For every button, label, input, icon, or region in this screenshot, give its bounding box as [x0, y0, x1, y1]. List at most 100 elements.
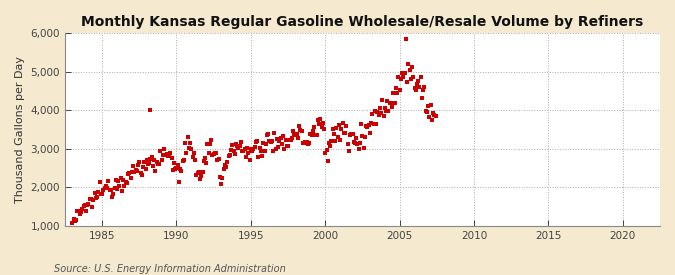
Point	[252, 139, 263, 144]
Point	[78, 204, 89, 208]
Point	[397, 70, 408, 75]
Point	[264, 139, 275, 143]
Point	[310, 133, 321, 137]
Point	[190, 158, 200, 162]
Point	[427, 117, 437, 122]
Point	[250, 140, 261, 144]
Point	[117, 189, 128, 193]
Point	[194, 177, 205, 182]
Point	[172, 162, 183, 167]
Point	[202, 142, 213, 147]
Point	[161, 152, 172, 156]
Point	[187, 155, 198, 159]
Point	[84, 197, 95, 201]
Point	[203, 151, 214, 156]
Point	[404, 68, 415, 72]
Point	[170, 167, 181, 171]
Point	[185, 141, 196, 145]
Point	[225, 148, 236, 152]
Point	[213, 157, 224, 161]
Point	[126, 176, 136, 180]
Point	[325, 144, 335, 149]
Point	[367, 112, 378, 117]
Point	[160, 153, 171, 157]
Point	[67, 221, 78, 225]
Point	[271, 136, 282, 141]
Point	[371, 122, 381, 126]
Point	[228, 148, 239, 153]
Point	[166, 156, 177, 160]
Point	[198, 159, 209, 163]
Point	[281, 144, 292, 148]
Point	[153, 162, 163, 166]
Point	[277, 142, 288, 146]
Point	[263, 132, 273, 136]
Point	[288, 129, 298, 133]
Point	[416, 96, 427, 101]
Point	[212, 158, 223, 162]
Point	[246, 147, 256, 152]
Point	[331, 126, 342, 130]
Point	[146, 155, 157, 160]
Point	[418, 88, 429, 93]
Point	[292, 136, 303, 140]
Point	[377, 98, 387, 102]
Point	[104, 188, 115, 192]
Point	[262, 133, 273, 138]
Point	[269, 131, 280, 135]
Point	[357, 134, 368, 139]
Point	[429, 113, 440, 117]
Point	[290, 133, 301, 137]
Point	[239, 147, 250, 151]
Point	[360, 135, 371, 139]
Point	[255, 149, 266, 153]
Point	[373, 113, 384, 118]
Point	[321, 147, 332, 152]
Point	[134, 160, 144, 164]
Point	[122, 181, 132, 185]
Point	[156, 158, 167, 162]
Point	[120, 180, 131, 184]
Point	[332, 134, 343, 139]
Point	[93, 190, 104, 195]
Point	[76, 210, 86, 214]
Point	[323, 159, 333, 164]
Point	[369, 109, 380, 113]
Point	[248, 147, 259, 152]
Point	[119, 183, 130, 188]
Point	[327, 127, 338, 131]
Point	[167, 168, 178, 172]
Point	[353, 147, 364, 151]
Point	[242, 145, 252, 150]
Point	[393, 75, 404, 79]
Point	[356, 122, 367, 126]
Point	[115, 176, 126, 181]
Point	[315, 117, 326, 121]
Point	[182, 135, 193, 139]
Point	[103, 178, 113, 183]
Point	[227, 142, 238, 147]
Point	[392, 91, 402, 95]
Point	[350, 141, 360, 146]
Point	[129, 169, 140, 174]
Point	[211, 151, 221, 155]
Point	[230, 152, 240, 156]
Point	[157, 153, 168, 157]
Point	[283, 144, 294, 148]
Point	[141, 158, 152, 163]
Point	[425, 103, 436, 107]
Point	[221, 165, 232, 169]
Point	[408, 74, 418, 79]
Point	[364, 131, 375, 136]
Point	[279, 147, 290, 151]
Point	[154, 162, 165, 166]
Point	[428, 111, 439, 115]
Point	[124, 171, 135, 175]
Point	[173, 180, 184, 184]
Point	[132, 168, 142, 173]
Point	[165, 151, 176, 155]
Point	[345, 133, 356, 137]
Point	[240, 155, 251, 159]
Point	[99, 186, 110, 190]
Point	[218, 166, 229, 171]
